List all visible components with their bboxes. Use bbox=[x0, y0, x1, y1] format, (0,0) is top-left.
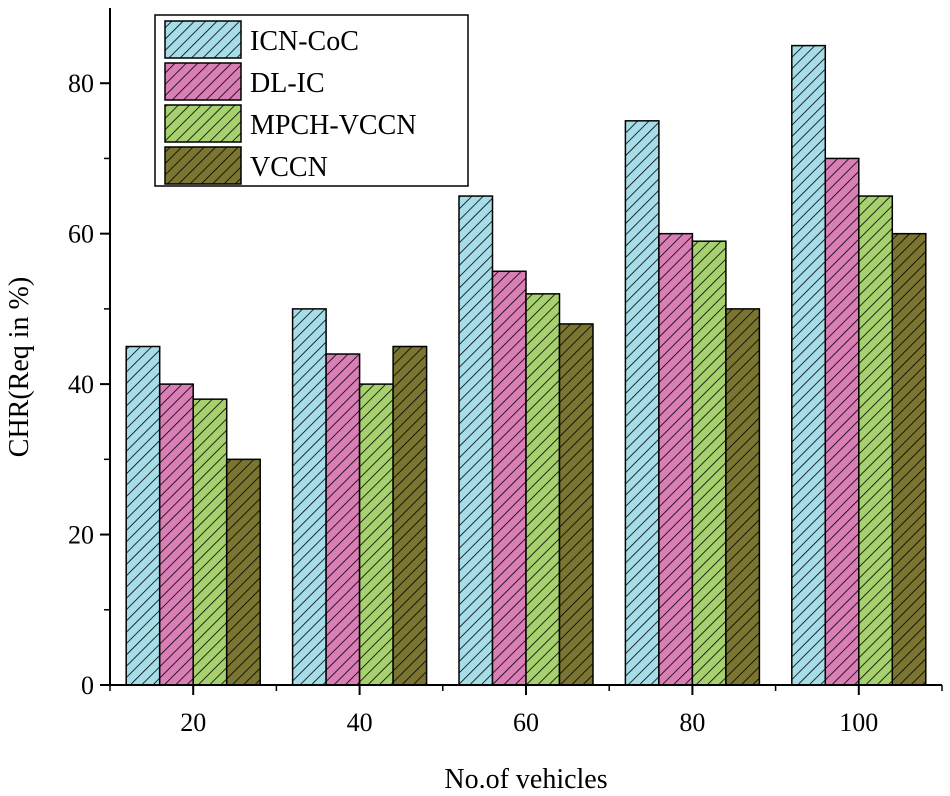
bar-vccn-40 bbox=[392, 345, 428, 686]
bars-layer bbox=[125, 44, 927, 686]
y-tick-label-20: 20 bbox=[68, 521, 94, 550]
legend-swatch-dl-ic bbox=[164, 62, 242, 101]
bar-icn-coc-20 bbox=[125, 345, 161, 686]
x-tick-label-60: 60 bbox=[513, 708, 539, 737]
bar-dl-ic-40 bbox=[325, 353, 361, 686]
y-tick-label-60: 60 bbox=[68, 220, 94, 249]
x-ticks: 20 40 60 80 100 bbox=[109, 685, 943, 737]
bar-vccn-80 bbox=[725, 308, 761, 686]
y-tick-label-0: 0 bbox=[81, 671, 94, 700]
legend-label-dl-ic: DL-IC bbox=[250, 68, 325, 99]
legend-swatch-mpch-vccn bbox=[164, 104, 242, 143]
x-tick-label-100: 100 bbox=[839, 708, 878, 737]
x-tick-label-40: 40 bbox=[347, 708, 373, 737]
x-tick-label-80: 80 bbox=[679, 708, 705, 737]
legend-swatch-icn-coc bbox=[164, 20, 242, 59]
bar-dl-ic-100 bbox=[824, 157, 860, 686]
bar-dl-ic-80 bbox=[658, 232, 694, 686]
bar-mpch-vccn-20 bbox=[192, 398, 228, 686]
bar-dl-ic-60 bbox=[491, 270, 527, 686]
bar-icn-coc-60 bbox=[458, 195, 494, 686]
legend-label-vccn: VCCN bbox=[250, 152, 328, 183]
legend-swatch-vccn bbox=[164, 146, 242, 185]
legend-label-mpch-vccn: MPCH-VCCN bbox=[250, 110, 416, 141]
bar-icn-coc-80 bbox=[624, 120, 660, 686]
bar-dl-ic-20 bbox=[158, 383, 194, 686]
bar-icn-coc-40 bbox=[291, 308, 327, 686]
bar-vccn-100 bbox=[891, 232, 927, 686]
bar-mpch-vccn-80 bbox=[691, 240, 727, 686]
x-axis-title: No.of vehicles bbox=[444, 764, 607, 795]
bar-mpch-vccn-100 bbox=[858, 195, 894, 686]
bar-icn-coc-100 bbox=[791, 44, 827, 686]
bar-vccn-60 bbox=[558, 323, 594, 686]
y-axis-title: CHR(Req in %) bbox=[4, 277, 35, 457]
legend: ICN-CoC DL-IC MPCH-VCCN VCCN bbox=[154, 14, 469, 187]
bar-vccn-20 bbox=[225, 458, 261, 686]
bar-mpch-vccn-60 bbox=[525, 293, 561, 686]
legend-label-icn-coc: ICN-CoC bbox=[250, 26, 359, 57]
y-ticks: 0 20 40 60 80 bbox=[68, 69, 110, 700]
x-tick-label-20: 20 bbox=[180, 708, 206, 737]
y-tick-label-40: 40 bbox=[68, 370, 94, 399]
y-tick-label-80: 80 bbox=[68, 69, 94, 98]
bar-mpch-vccn-40 bbox=[358, 383, 394, 686]
